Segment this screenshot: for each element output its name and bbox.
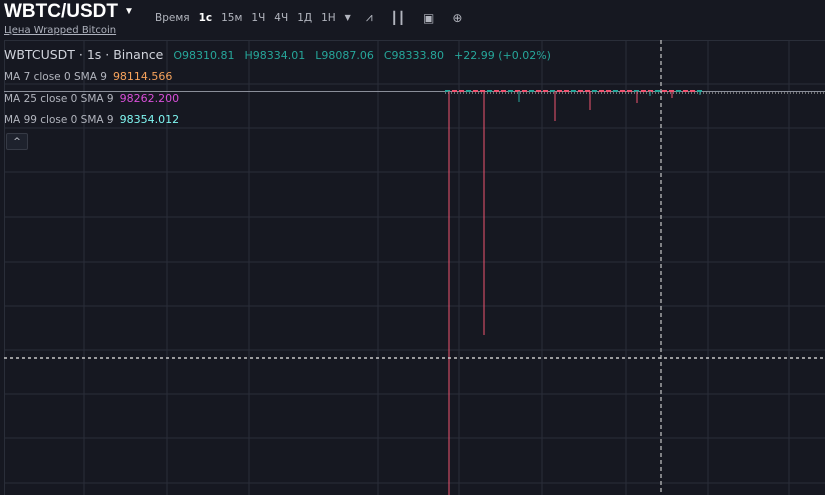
interval-1s[interactable]: 1с [198, 11, 213, 24]
interval-1d[interactable]: 1Д [297, 11, 313, 24]
plus-circle-icon[interactable]: ⊕ [452, 10, 463, 25]
interval-15m[interactable]: 15м [221, 11, 243, 24]
legend-high: H98334.01 [244, 49, 306, 62]
ma25-label: MA 25 close 0 SMA 9 [4, 93, 114, 105]
chart-area[interactable] [4, 40, 825, 495]
ma7-value: 98114.566 [112, 70, 173, 83]
legend-close: C98333.80 [383, 49, 444, 62]
interval-1h[interactable]: 1Ч [251, 11, 266, 24]
interval-4h[interactable]: 4Ч [274, 11, 289, 24]
symbol-name: WBTC/USDT [4, 1, 118, 22]
chart-toolbar: Время 1с 15м 1Ч 4Ч 1Д 1Н ▼ ⩘ ┃┃ ▣ ⊕ [155, 10, 474, 25]
ma25-legend[interactable]: MA 25 close 0 SMA 9 98262.200 [4, 92, 179, 105]
time-label: Время [155, 11, 190, 24]
legend-low: L98087.06 [315, 49, 374, 62]
collapse-legend-button[interactable]: ^ [6, 133, 28, 150]
legend-open: O98310.81 [173, 49, 235, 62]
chevron-down-icon[interactable]: ▼ [123, 6, 134, 18]
ma99-value: 98354.012 [119, 113, 180, 126]
symbol-title[interactable]: WBTC/USDT ▼ [4, 1, 134, 23]
ma25-value: 98262.200 [119, 92, 180, 105]
interval-1w[interactable]: 1Н [321, 11, 336, 24]
ma99-legend[interactable]: MA 99 close 0 SMA 9 98354.012 [4, 113, 179, 126]
chart-legend: WBTCUSDT · 1s · Binance O98310.81 H98334… [4, 47, 551, 62]
legend-symbol: WBTCUSDT · 1s · Binance [4, 47, 164, 62]
candles-icon[interactable]: ┃┃ [390, 10, 406, 25]
interval-dropdown-icon[interactable]: ▼ [344, 13, 351, 22]
indicator-icon[interactable]: ⩘ [365, 10, 373, 24]
camera-icon[interactable]: ▣ [423, 10, 435, 25]
ma7-label: MA 7 close 0 SMA 9 [4, 71, 107, 83]
legend-change: +22.99 (+0.02%) [453, 49, 551, 62]
ma99-label: MA 99 close 0 SMA 9 [4, 114, 114, 126]
ma7-legend[interactable]: MA 7 close 0 SMA 9 98114.566 [4, 70, 172, 83]
symbol-subtitle-link[interactable]: Цена Wrapped Bitcoin [4, 25, 117, 36]
